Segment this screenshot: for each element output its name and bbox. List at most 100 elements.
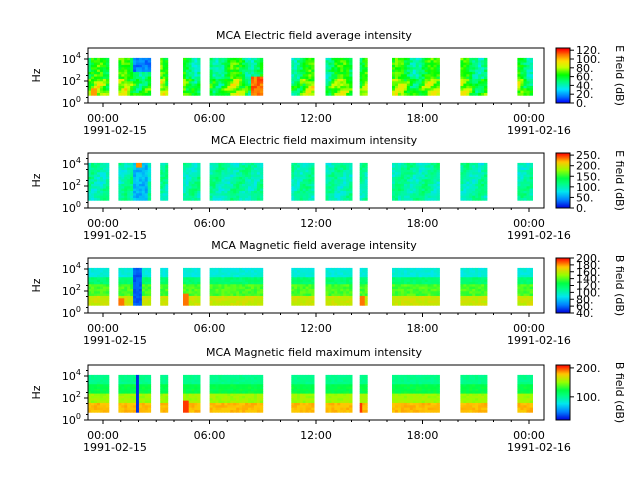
heatmap-cell (407, 282, 410, 285)
heatmap-cell (326, 58, 329, 61)
heatmap-cell (136, 303, 139, 306)
heatmap-cell (419, 79, 422, 82)
heatmap-cell (365, 284, 368, 287)
heatmap-cell (106, 277, 109, 280)
heatmap-cell (251, 270, 254, 273)
heatmap-cell (337, 191, 340, 194)
heatmap-cell (346, 191, 349, 194)
heatmap-cell (148, 198, 151, 201)
heatmap-cell (236, 84, 239, 87)
heatmap-cell (300, 196, 303, 199)
heatmap-cell (242, 74, 245, 77)
heatmap-cell (227, 81, 230, 84)
heatmap-cell (362, 287, 365, 290)
heatmap-cell (291, 287, 294, 290)
heatmap-cell (133, 291, 136, 294)
heatmap-cell (94, 287, 97, 290)
heatmap-cell (139, 191, 142, 194)
heatmap-cell (91, 277, 94, 280)
heatmap-cell (230, 168, 233, 171)
heatmap-cell (91, 179, 94, 182)
heatmap-cell (94, 289, 97, 292)
heatmap-cell (236, 298, 239, 301)
heatmap-cell (398, 284, 401, 287)
heatmap-cell (425, 184, 428, 187)
heatmap-cell (395, 175, 398, 178)
heatmap-cell (133, 275, 136, 278)
heatmap-cell (520, 88, 523, 91)
heatmap-cell (349, 88, 352, 91)
heatmap-cell (475, 163, 478, 166)
heatmap-cell (362, 72, 365, 75)
heatmap-cell (160, 275, 163, 278)
heatmap-cell (100, 165, 103, 168)
heatmap-cell (425, 165, 428, 168)
heatmap-cell (297, 70, 300, 73)
heatmap-cell (484, 77, 487, 80)
heatmap-cell (291, 79, 294, 82)
heatmap-cell (360, 189, 363, 192)
heatmap-cell (530, 165, 533, 168)
heatmap-cell (121, 168, 124, 171)
heatmap-cell (434, 277, 437, 280)
heatmap-cell (197, 275, 200, 278)
heatmap-cell (248, 289, 251, 292)
heatmap-cell (416, 296, 419, 299)
heatmap-cell (88, 93, 91, 96)
heatmap-cell (160, 81, 163, 84)
heatmap-cell (308, 172, 311, 175)
heatmap-cell (360, 294, 363, 297)
heatmap-cell (463, 84, 466, 87)
heatmap-cell (431, 287, 434, 290)
heatmap-cell (213, 170, 216, 173)
heatmap-cell (118, 189, 121, 192)
heatmap-cell (297, 163, 300, 166)
heatmap-cell (210, 93, 213, 96)
heatmap-cell (297, 179, 300, 182)
heatmap-cell (416, 182, 419, 185)
heatmap-cell (133, 172, 136, 175)
heatmap-cell (230, 280, 233, 283)
heatmap-cell (398, 72, 401, 75)
heatmap-cell (242, 91, 245, 94)
heatmap-cell (294, 296, 297, 299)
heatmap-cell (437, 298, 440, 301)
heatmap-cell (260, 60, 263, 63)
heatmap-cell (478, 193, 481, 196)
heatmap-cell (186, 298, 189, 301)
colorbar: 0.20.40.60.80.100.120.E field (dB) (556, 44, 626, 110)
heatmap-cell (121, 81, 124, 84)
heatmap-cell (328, 298, 331, 301)
heatmap-cell (481, 177, 484, 180)
heatmap-cell (233, 282, 236, 285)
heatmap-cell (520, 298, 523, 301)
heatmap-cell (530, 284, 533, 287)
heatmap-cell (331, 170, 334, 173)
heatmap-cell (520, 198, 523, 201)
heatmap-cell (326, 287, 329, 290)
heatmap-cell (346, 84, 349, 87)
heatmap-cell (230, 163, 233, 166)
heatmap-cell (395, 273, 398, 276)
heatmap-cell (142, 63, 145, 66)
heatmap-cell (337, 284, 340, 287)
heatmap-cell (331, 175, 334, 178)
heatmap-cell (349, 184, 352, 187)
heatmap-cell (404, 86, 407, 89)
heatmap-cell (530, 91, 533, 94)
heatmap-cell (192, 165, 195, 168)
heatmap-cell (133, 60, 136, 63)
heatmap-cell (398, 198, 401, 201)
heatmap-cell (189, 91, 192, 94)
heatmap-cell (349, 170, 352, 173)
heatmap-cell (103, 182, 106, 185)
heatmap-cell (425, 275, 428, 278)
heatmap-cell (197, 294, 200, 297)
heatmap-cell (239, 289, 242, 292)
heatmap-cell (230, 296, 233, 299)
heatmap-cell (210, 184, 213, 187)
heatmap-cell (218, 275, 221, 278)
heatmap-cell (291, 186, 294, 189)
heatmap-cell (419, 296, 422, 299)
heatmap-cell (121, 182, 124, 185)
